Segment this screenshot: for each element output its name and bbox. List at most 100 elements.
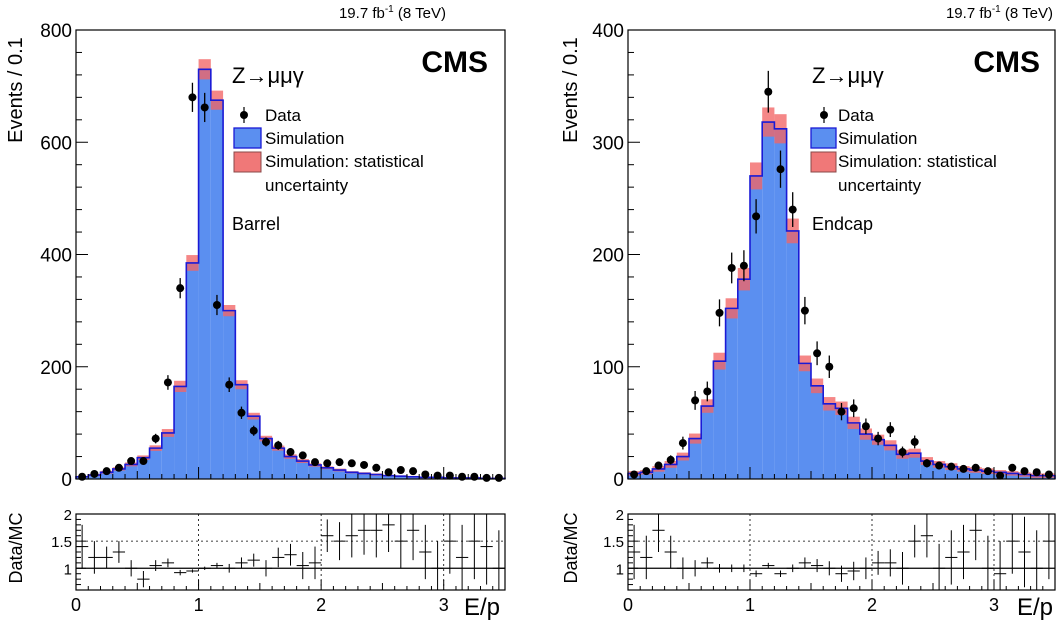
simulation-bar	[908, 453, 921, 479]
data-point	[151, 434, 160, 443]
data-point	[249, 426, 258, 435]
simulation-bar	[333, 470, 346, 479]
simulation-bar	[272, 448, 285, 479]
data-point	[1044, 470, 1053, 479]
data-point	[983, 467, 992, 476]
data-point	[396, 466, 405, 475]
x-tick-label: 3	[439, 595, 449, 615]
data-point	[886, 425, 895, 434]
data-point	[898, 448, 907, 457]
data-point	[654, 461, 663, 470]
simulation-bar	[847, 422, 860, 479]
data-point	[678, 439, 687, 448]
legend-data-label: Data	[838, 106, 874, 125]
legend-data-label: Data	[265, 106, 301, 125]
y-tick-label: 400	[592, 21, 624, 42]
data-point	[971, 463, 980, 472]
data-point	[298, 451, 307, 460]
data-point	[421, 470, 430, 479]
y-tick-label: 400	[40, 246, 72, 267]
data-point	[996, 471, 1005, 480]
legend-simulation-swatch	[810, 127, 837, 149]
x-tick-label: 0	[71, 595, 81, 615]
ratio-plot: 1 1.5 2 0 1 2 3	[603, 507, 1056, 615]
legend: Data Simulation Simulation: statistical …	[810, 106, 997, 195]
y-tick-label: 600	[40, 133, 72, 154]
legend-simulation-label: Simulation	[265, 129, 344, 148]
ratio-y-tick-label: 2	[64, 507, 72, 524]
simulation-bar	[394, 476, 407, 479]
legend-uncertainty-swatch	[810, 151, 837, 173]
lumi-label: 19.7 fb-1 (8 TeV)	[946, 4, 1053, 22]
region-label: Barrel	[232, 214, 280, 234]
data-point	[922, 459, 931, 468]
ratio-axis-title: Data/MC	[6, 512, 26, 583]
data-point	[764, 87, 773, 96]
simulation-bar	[896, 454, 909, 479]
simulation-bar	[296, 461, 309, 479]
ratio-y-tick-label: 1	[616, 561, 624, 578]
simulation-bar	[859, 434, 872, 479]
simulation-bar	[957, 468, 970, 479]
simulation-bar	[1006, 473, 1019, 479]
data-point	[739, 261, 748, 270]
data-point	[360, 460, 369, 469]
data-point	[311, 458, 320, 467]
data-point	[691, 396, 700, 405]
data-point	[372, 463, 381, 472]
legend: Data Simulation Simulation: statistical …	[233, 106, 424, 195]
data-point	[114, 463, 123, 472]
simulation-bar	[798, 363, 811, 479]
x-tick-label: 3	[989, 595, 999, 615]
data-point	[800, 306, 809, 315]
simulation-bar	[235, 384, 248, 479]
data-point	[935, 461, 944, 470]
data-point	[837, 407, 846, 416]
simulation-bar	[701, 406, 714, 479]
simulation-bar	[725, 308, 738, 479]
simulation-bar	[112, 468, 126, 479]
data-point	[102, 467, 111, 476]
simulation-bar	[676, 456, 689, 479]
y-axis-title: Events / 0.1	[560, 37, 582, 143]
simulation-bar	[247, 416, 260, 479]
legend-simulation-label: Simulation	[838, 129, 917, 148]
simulation-bar	[835, 408, 848, 479]
data-point	[825, 362, 834, 371]
data-point	[323, 459, 332, 468]
simulation-bar	[969, 470, 982, 479]
x-tick-label: 2	[867, 595, 877, 615]
data-point	[433, 471, 442, 480]
data-point	[703, 387, 712, 396]
x-tick-label: 1	[194, 595, 204, 615]
data-point	[788, 205, 797, 214]
simulation-bar	[664, 464, 677, 479]
simulation-bar	[186, 262, 199, 479]
data-point	[1032, 468, 1041, 477]
x-tick-label: 0	[623, 595, 633, 615]
data-point	[347, 459, 356, 468]
simulation-bar	[357, 473, 371, 479]
simulation-bar	[640, 472, 653, 479]
y-tick-label: 300	[592, 133, 624, 154]
region-label: Endcap	[812, 214, 873, 234]
simulation-bar	[149, 448, 162, 479]
process-label: Z→μμγ	[232, 63, 304, 88]
legend-uncertainty-label-line1: Simulation: statistical	[838, 152, 997, 171]
data-point	[727, 263, 736, 272]
simulation-bar	[872, 439, 885, 479]
simulation-bar	[223, 310, 236, 479]
x-axis-title: E/p	[464, 594, 500, 621]
data-point	[874, 434, 883, 443]
simulation-bar	[713, 361, 726, 479]
legend-uncertainty-label-line2: uncertainty	[265, 176, 349, 195]
simulation-bar	[884, 445, 897, 479]
legend-simulation-swatch	[233, 127, 262, 149]
y-tick-label: 0	[613, 470, 624, 491]
y-tick-label: 200	[592, 246, 624, 267]
y-axis-title: Events / 0.1	[5, 37, 27, 143]
simulation-bar	[161, 432, 175, 479]
simulation-bar	[811, 385, 824, 479]
data-point	[642, 467, 651, 476]
data-point	[752, 212, 761, 221]
